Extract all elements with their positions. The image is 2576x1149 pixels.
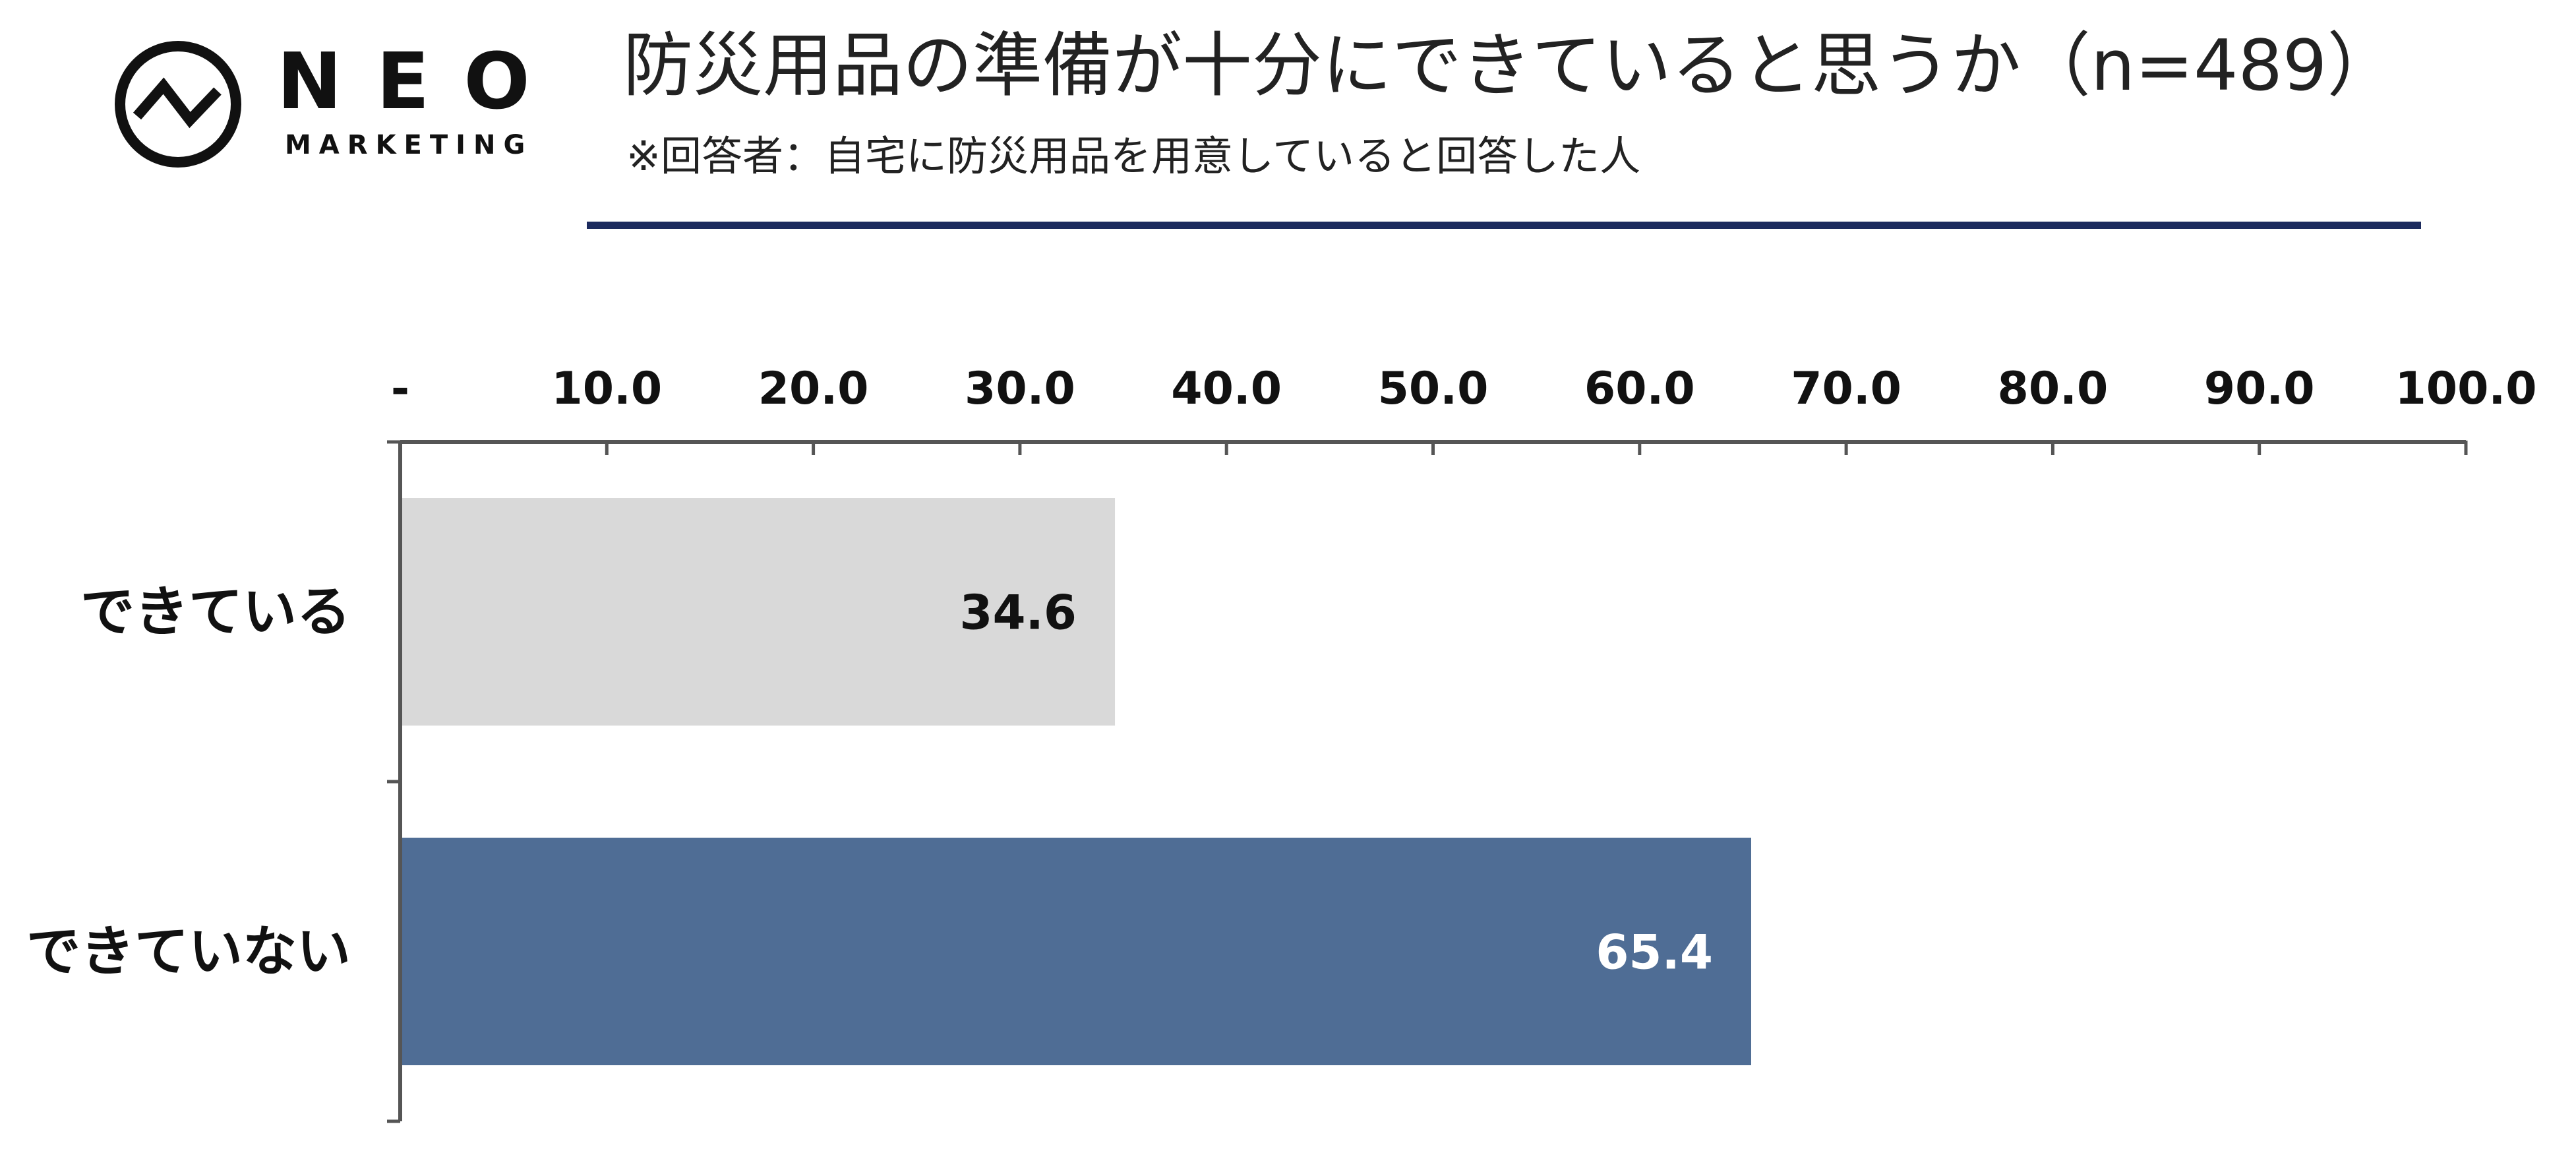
bar [402, 838, 1751, 1065]
category-label: できている [80, 581, 351, 644]
category-label: できていない [26, 921, 351, 983]
data-label: 65.4 [1596, 925, 1713, 980]
bar [402, 498, 1116, 726]
x-tick-label: 30.0 [965, 363, 1075, 415]
title-underline [587, 222, 2421, 229]
x-tick-label: 70.0 [1791, 363, 1902, 415]
x-tick-label: - [391, 363, 409, 415]
x-tick-label: 50.0 [1378, 363, 1489, 415]
x-tick-label: 10.0 [551, 363, 662, 415]
chart-subtitle: ※回答者：自宅に防災用品を用意していると回答した人 [626, 132, 1641, 180]
logo-tagline: MARKETING [285, 130, 533, 160]
x-tick-label: 80.0 [1998, 363, 2109, 415]
x-tick-label: 90.0 [2204, 363, 2315, 415]
logo-wordmark: NEO [277, 36, 564, 127]
neo-logo-icon [115, 41, 241, 168]
x-tick-label: 40.0 [1171, 363, 1282, 415]
data-label: 34.6 [959, 585, 1077, 640]
chart-title: 防災用品の準備が十分にできていると思うか（n=489） [623, 25, 2397, 106]
x-tick-label: 100.0 [2395, 363, 2536, 415]
x-tick-label: 60.0 [1584, 363, 1695, 415]
x-tick-label: 20.0 [758, 363, 869, 415]
neo-marketing-logo: NEO MARKETING [112, 38, 530, 170]
